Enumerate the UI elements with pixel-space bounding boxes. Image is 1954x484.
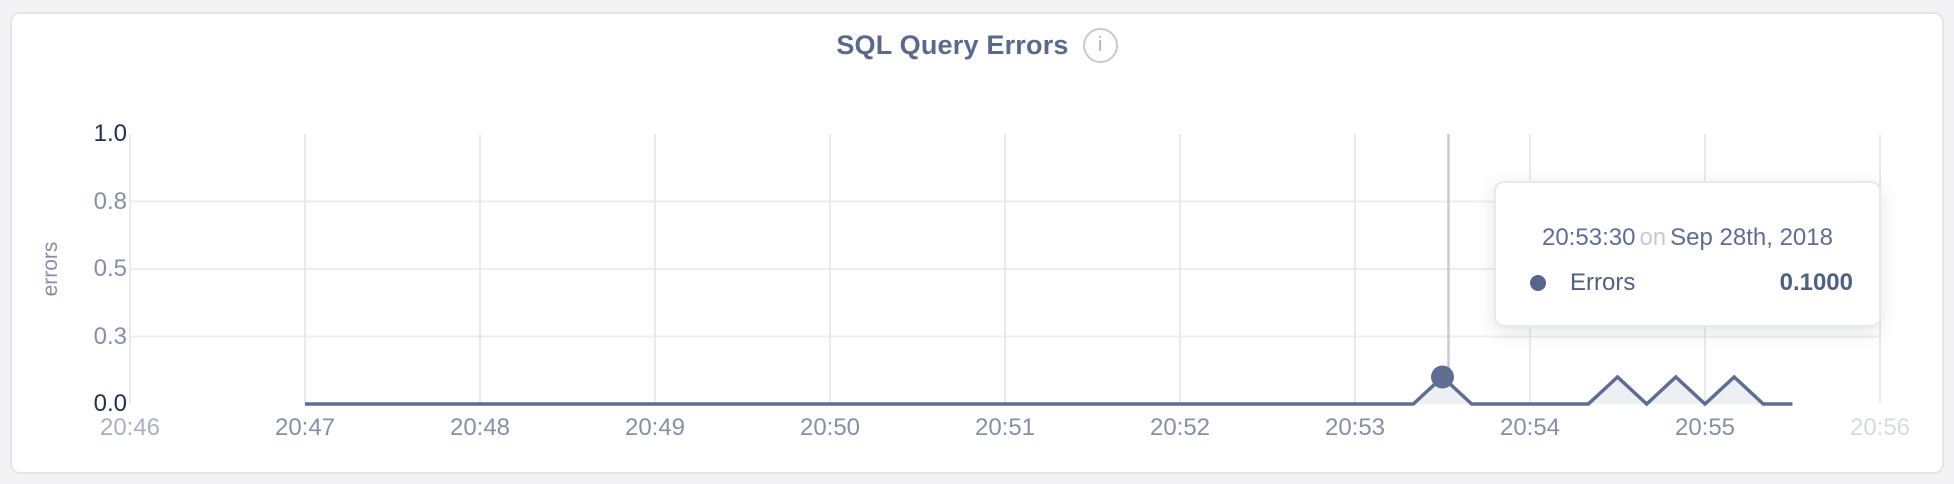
x-tick-label: 20:48 <box>449 414 511 441</box>
tooltip-on: on <box>1639 224 1667 251</box>
y-tick-label: 0.3 <box>93 322 127 350</box>
tooltip-series-dot-icon <box>1530 275 1546 291</box>
x-tick-label: 20:46 <box>99 414 161 441</box>
x-tick-label: 20:55 <box>1674 414 1736 441</box>
x-tick-label: 20:52 <box>1149 414 1211 441</box>
chart-header: SQL Query Errors i <box>0 28 1954 63</box>
x-tick-label: 20:54 <box>1499 414 1561 441</box>
tooltip-date: Sep 28th, 2018 <box>1670 224 1833 251</box>
x-tick-label: 20:51 <box>974 414 1036 441</box>
tooltip: 20:53:30 on Sep 28th, 2018 Errors 0.1000 <box>1494 181 1881 327</box>
y-tick-label: 0.5 <box>93 255 127 282</box>
x-tick-label: 20:47 <box>274 414 336 441</box>
tooltip-series-row: Errors 0.1000 <box>1530 269 1853 297</box>
info-icon[interactable]: i <box>1082 28 1118 63</box>
x-tick-label: 20:50 <box>799 414 861 441</box>
page-title: SQL Query Errors <box>836 30 1069 60</box>
series-line <box>305 374 1793 407</box>
y-tick-label: 0.0 <box>93 390 127 417</box>
tooltip-series-value: 0.1000 <box>1779 269 1853 296</box>
x-tick-label: 20:56 <box>1849 414 1911 441</box>
tooltip-header: 20:53:30 on Sep 28th, 2018 <box>1496 224 1879 252</box>
x-tick-label: 20:53 <box>1324 414 1386 441</box>
tooltip-time: 20:53:30 <box>1542 224 1636 251</box>
series-area <box>305 377 1793 404</box>
tooltip-series-name: Errors <box>1570 269 1636 296</box>
x-tick-label: 20:49 <box>624 414 686 441</box>
y-tick-label: 0.8 <box>93 187 127 215</box>
y-tick-label: 1.0 <box>93 120 127 147</box>
marker-dot <box>1431 365 1454 389</box>
